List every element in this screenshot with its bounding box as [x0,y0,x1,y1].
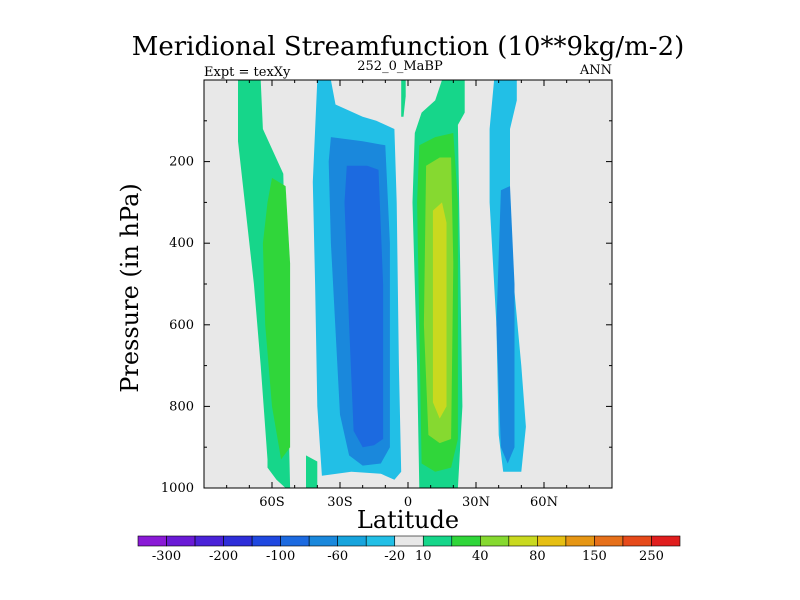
y-tick-label: 1000 [161,481,194,496]
colorbar-swatch [508,535,538,547]
colorbar-label: -100 [266,549,295,564]
y-axis-label: Pressure (in hPa) [116,183,144,393]
contour-region-sh-polar-core [262,177,291,460]
colorbar-swatch [280,535,310,547]
y-tick-label: 200 [169,155,194,170]
colorbar-swatch [480,535,510,547]
y-tick-label: 800 [169,399,194,414]
x-tick-label: 0 [404,495,412,510]
chart-title: Meridional Streamfunction (10**9kg/m-2) [132,32,685,62]
colorbar-label: 80 [529,549,546,564]
colorbar-label: -300 [152,549,181,564]
colorbar-label: 40 [472,549,489,564]
colorbar-label: 10 [415,549,432,564]
subtitle-right: ANN [579,63,612,78]
colorbar-swatch [137,535,167,547]
colorbar-label: -60 [327,549,348,564]
subtitle-center: 252_0_MaBP [357,59,443,74]
contour-region-nh-ferrel-core [496,186,515,464]
colorbar-swatch [166,535,196,547]
colorbar-label: -200 [209,549,238,564]
x-axis-label: Latitude [357,506,459,534]
x-tick-label: 30N [462,495,490,510]
x-tick-label: 60N [530,495,558,510]
colorbar-swatch [451,535,481,547]
colorbar-swatch [651,535,681,547]
colorbar-swatch [594,535,624,547]
colorbar-swatch [337,535,367,547]
colorbar-swatch [308,535,338,547]
plot-area: 60S 30S 0 30N 60N 200 400 600 800 1000 [161,79,613,510]
colorbar-swatch [565,535,595,547]
subtitle-left: Expt = texXy [204,65,291,80]
colorbar-swatch [622,535,652,547]
colorbar-swatch [251,535,281,547]
colorbar-swatch [194,535,224,547]
y-tick-label: 600 [169,318,194,333]
colorbar-swatch [394,535,424,547]
contour-region-eq-filament [401,80,406,117]
colorbar-swatch [365,535,396,547]
colorbar-label: 250 [639,549,664,564]
y-tick-label: 400 [169,236,194,251]
contour-region-sh-gap-cell [306,455,318,488]
colorbar: -300 -200 -100 -60 -20 10 40 80 150 250 [137,535,681,564]
colorbar-swatch [223,535,253,547]
contour-region-nh-hadley-150 [432,202,447,419]
x-tick-label: 30S [327,495,352,510]
colorbar-swatch [537,535,567,547]
colorbar-swatch [422,535,453,547]
contour-region-sh-ferrel-inner [344,165,384,448]
colorbar-label: 150 [582,549,607,564]
colorbar-label: -20 [384,549,405,564]
x-tick-label: 60S [259,495,284,510]
